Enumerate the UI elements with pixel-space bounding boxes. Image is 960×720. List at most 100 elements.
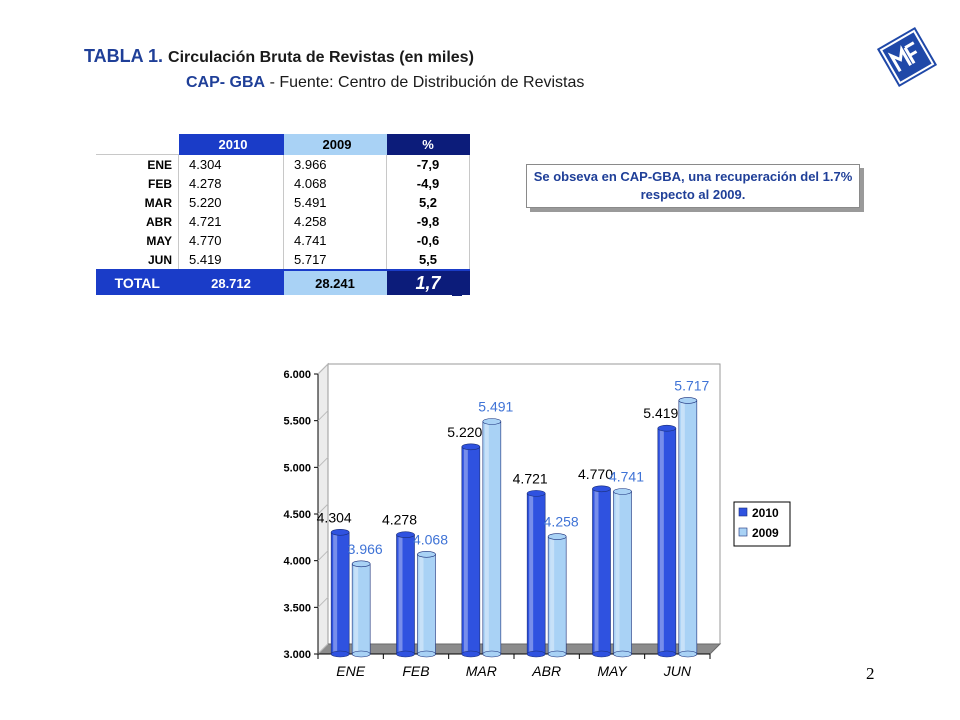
x-tick-label: ABR (531, 663, 561, 679)
bar-2010 (396, 531, 415, 658)
data-label: 5.491 (478, 399, 513, 415)
bar-2009 (482, 418, 502, 658)
table-number: TABLA 1. (84, 46, 163, 66)
table-row: MAR 5.220 5.491 5,2 (96, 193, 470, 212)
total-2010: 28.712 (178, 269, 284, 295)
row-label: MAR (144, 195, 172, 210)
legend-swatch (738, 507, 748, 517)
cell-2009: 4.258 (283, 212, 387, 231)
cell-2010: 5.220 (178, 193, 284, 212)
table-subtitle: CAP- GBA - Fuente: Centro de Distribució… (186, 74, 584, 92)
legend-label: 2010 (752, 506, 779, 520)
y-tick-label: 3.500 (283, 602, 311, 614)
bar-2009 (613, 488, 632, 658)
data-label: 3.966 (348, 541, 383, 557)
brand-logo-icon (876, 26, 938, 88)
header-2010: 2010 (178, 134, 284, 155)
cell-2009: 5.717 (283, 250, 387, 270)
row-label: ENE (96, 154, 179, 174)
data-label: 4.741 (609, 469, 644, 485)
up-arrow-icon (446, 276, 468, 296)
header-2009: 2009 (283, 134, 387, 155)
data-label: 4.068 (413, 531, 448, 547)
row-label: JUN (147, 252, 172, 267)
y-tick-label: 6.000 (283, 369, 311, 381)
x-tick-label: ENE (336, 663, 365, 679)
y-tick-depth (317, 456, 329, 468)
y-tick-label: 5.500 (283, 416, 311, 428)
bar-2009 (547, 533, 567, 658)
subtitle-source: - Fuente: Centro de Distribución de Revi… (269, 74, 585, 91)
y-tick-label: 5.000 (283, 462, 311, 474)
bar-2010 (592, 485, 611, 658)
bar-2010 (461, 443, 481, 658)
data-label: 4.770 (578, 466, 613, 482)
cell-2010: 5.419 (178, 250, 284, 270)
row-label: MAY (146, 233, 172, 248)
x-tick-label: FEB (402, 663, 429, 679)
note-box: Se obseva en CAP-GBA, una recuperación d… (526, 164, 860, 208)
bar-2009 (417, 551, 436, 658)
y-tick-label: 4.000 (283, 556, 311, 568)
y-tick-label: 4.500 (283, 509, 311, 521)
table-title: TABLA 1. Circulación Bruta de Revistas (… (84, 46, 474, 67)
table-row: JUN 5.419 5.717 5,5 (96, 250, 470, 270)
cell-2009: 5.491 (283, 193, 387, 212)
total-label: TOTAL (96, 269, 179, 295)
y-tick-depth (317, 643, 329, 655)
table-total-row: TOTAL 28.712 28.241 1,7 (96, 269, 470, 295)
y-tick-depth (317, 596, 329, 608)
cell-2009: 4.741 (283, 231, 387, 250)
page-number: 2 (866, 664, 875, 683)
cell-2010: 4.721 (178, 212, 284, 231)
cell-2010: 4.770 (178, 231, 284, 250)
chart-canvas: 3.000 3.500 4.000 4.500 5.000 5.500 6.000 ENE FE… (283, 362, 791, 679)
y-tick-depth (317, 550, 329, 562)
table-title-text: Circulación Bruta de Revistas (en miles) (168, 49, 474, 66)
cell-2009: 3.966 (283, 154, 387, 174)
x-tick-label: MAY (597, 663, 628, 679)
data-label: 5.419 (643, 405, 678, 421)
header-pct: % (386, 134, 470, 155)
circulation-table: 2010 2009 % ENE 4.304 3.966 -7,9 FEB 4.2… (96, 134, 470, 295)
row-label: ABR (146, 214, 172, 229)
bar-2009 (351, 560, 371, 658)
cell-2010: 4.278 (178, 174, 284, 193)
cell-pct: 5,2 (386, 193, 470, 212)
cell-pct: -9,8 (386, 212, 470, 231)
y-tick-depth (317, 363, 329, 375)
cell-2010: 4.304 (178, 154, 284, 174)
data-label: 4.304 (317, 509, 352, 525)
y-tick-label: 3.000 (283, 649, 311, 661)
table-row: FEB 4.278 4.068 -4,9 (96, 174, 470, 193)
total-2009: 28.241 (283, 269, 387, 295)
cell-pct: 5,5 (386, 250, 470, 270)
header-blank (96, 134, 179, 155)
legend-label: 2009 (752, 526, 779, 540)
y-tick-depth (317, 503, 329, 515)
table-row: MAY 4.770 4.741 -0,6 (96, 231, 470, 250)
bar-chart: 3.000 3.500 4.000 4.500 5.000 5.500 6.000 ENE FE… (228, 354, 828, 690)
bar-2010 (330, 528, 350, 658)
bar-2010 (526, 490, 546, 658)
subtitle-region: CAP- GBA (186, 74, 266, 91)
cell-2009: 4.068 (283, 174, 387, 193)
legend-swatch (738, 527, 748, 537)
bar-2010 (657, 424, 677, 658)
cell-pct: -0,6 (386, 231, 470, 250)
table-row: ENE 4.304 3.966 -7,9 (96, 154, 470, 174)
table-header-row: 2010 2009 % (96, 134, 470, 155)
y-tick-depth (317, 410, 329, 422)
cell-pct: -4,9 (386, 174, 470, 193)
x-tick-label: JUN (663, 663, 692, 679)
bar-2009 (678, 397, 698, 658)
table-row: ABR 4.721 4.258 -9,8 (96, 212, 470, 231)
data-label: 4.721 (513, 470, 548, 486)
data-label: 4.278 (382, 512, 417, 528)
data-label: 5.717 (674, 377, 709, 393)
row-label: FEB (148, 176, 172, 191)
cell-pct: -7,9 (386, 154, 470, 174)
x-tick-label: MAR (466, 663, 497, 679)
data-label: 4.258 (544, 514, 579, 530)
data-label: 5.220 (447, 424, 482, 440)
